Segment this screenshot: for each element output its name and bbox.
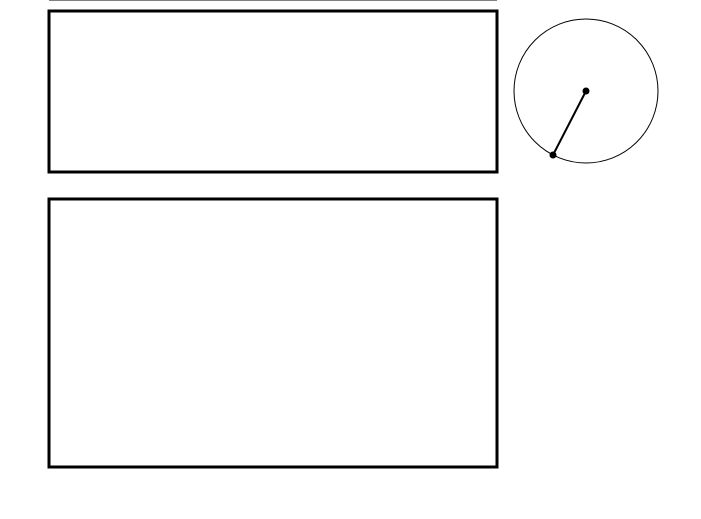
info-row-azimuth <box>514 242 669 262</box>
map-boundary <box>513 18 659 164</box>
coherence-plot <box>47 0 499 469</box>
station-map <box>513 18 659 164</box>
info-row-longitude <box>514 203 669 223</box>
velocity-plot-frame <box>47 9 499 174</box>
source-station-marker <box>582 87 590 95</box>
info-row-records <box>514 261 669 281</box>
receiver-station-marker <box>549 151 557 159</box>
station-info-panel <box>514 183 669 281</box>
info-row-latitude <box>514 183 669 203</box>
path-line <box>552 90 587 156</box>
velocity-plot <box>47 9 499 174</box>
coherence-plot-frame <box>47 197 499 469</box>
info-row-distance <box>514 222 669 242</box>
